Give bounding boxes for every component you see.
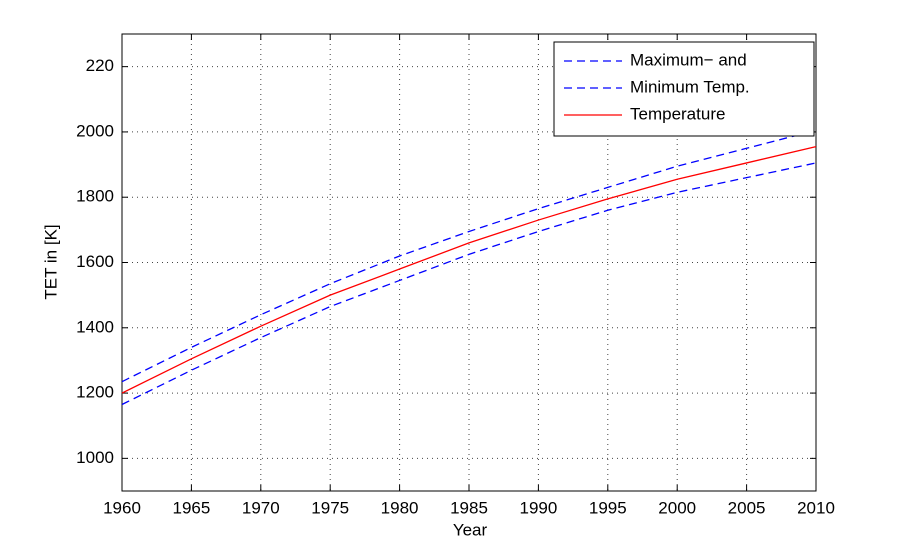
x-tick-label: 2010 (797, 498, 835, 517)
legend-label: Maximum− and (630, 50, 747, 69)
y-tick-label: 1200 (76, 383, 114, 402)
x-axis-label: Year (453, 520, 488, 539)
legend-box (553, 41, 815, 137)
y-tick-label: 1600 (76, 252, 114, 271)
x-tick-label: 2000 (658, 498, 696, 517)
y-axis-label: TET in [K] (41, 224, 60, 299)
x-tick-label: 1960 (103, 498, 141, 517)
line-series (121, 129, 817, 383)
x-tick-label: 1970 (242, 498, 280, 517)
y-tick-label: 1400 (76, 317, 114, 336)
line-series (121, 162, 817, 406)
x-tick-label: 1985 (450, 498, 488, 517)
x-tick-label: 2005 (728, 498, 766, 517)
x-tick-label: 1995 (589, 498, 627, 517)
x-tick-label: 1965 (172, 498, 210, 517)
y-tick-label: 220 (86, 56, 114, 75)
x-tick-label: 1975 (311, 498, 349, 517)
legend-label: Temperature (630, 104, 725, 123)
plot-frame (121, 33, 817, 492)
x-tick-label: 1990 (519, 498, 557, 517)
legend-label: Minimum Temp. (630, 77, 750, 96)
y-tick-label: 2000 (76, 121, 114, 140)
y-tick-label: 1800 (76, 187, 114, 206)
y-tick-label: 1000 (76, 448, 114, 467)
line-series (121, 145, 817, 394)
x-tick-label: 1980 (381, 498, 419, 517)
